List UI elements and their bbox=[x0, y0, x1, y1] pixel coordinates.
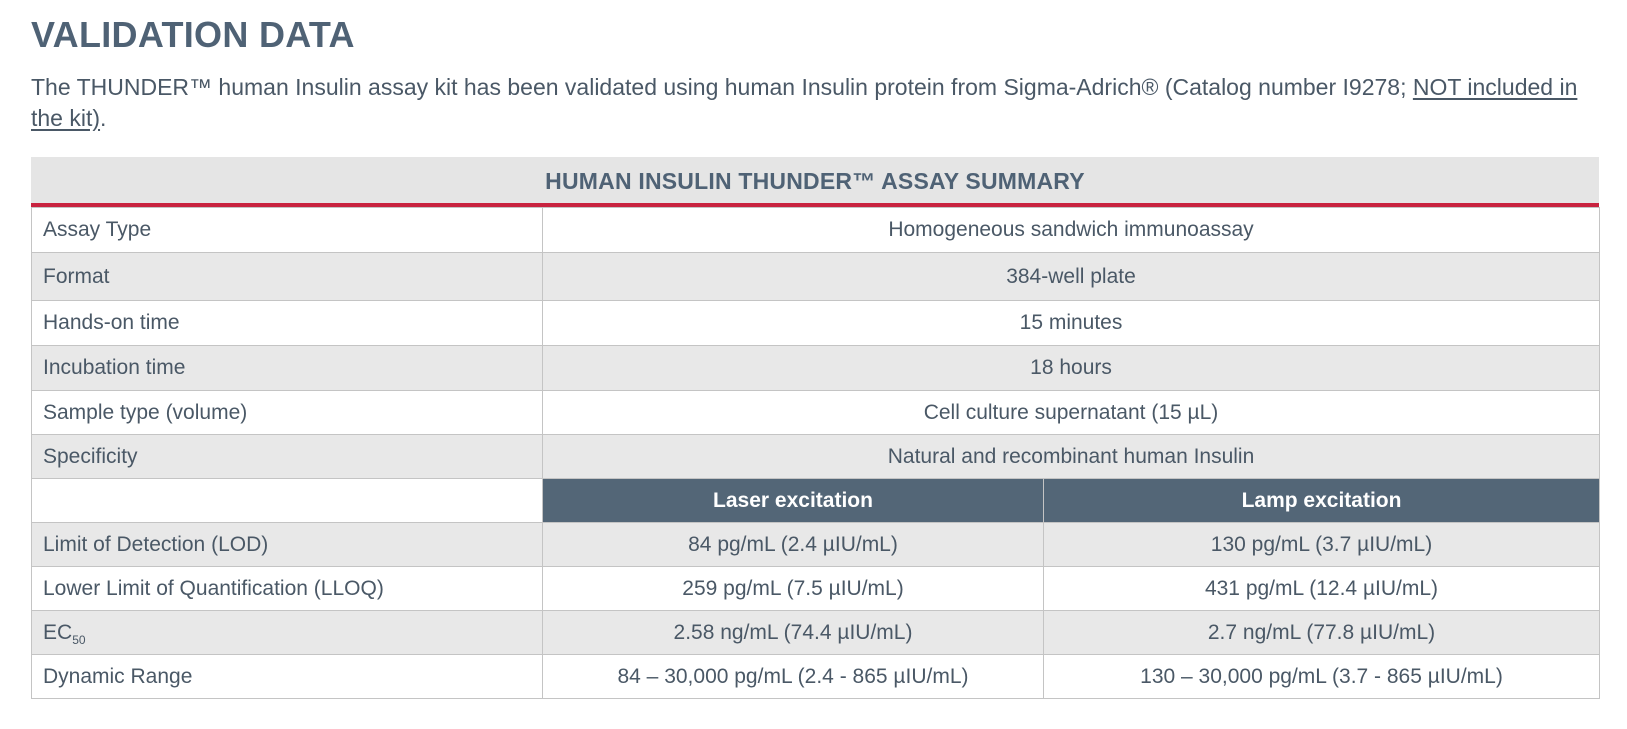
column-header-lamp: Lamp excitation bbox=[1042, 478, 1601, 523]
intro-text-end: . bbox=[100, 105, 107, 131]
row-label: Limit of Detection (LOD) bbox=[31, 522, 543, 567]
lamp-value: 431 pg/mL (12.4 µIU/mL) bbox=[1042, 566, 1601, 611]
row-label: Specificity bbox=[31, 434, 543, 479]
table-row: Hands-on time 15 minutes bbox=[31, 300, 1601, 346]
laser-value: 84 – 30,000 pg/mL (2.4 - 865 µIU/mL) bbox=[542, 654, 1044, 699]
table-row: Assay Type Homogeneous sandwich immunoas… bbox=[31, 207, 1601, 253]
row-label: Incubation time bbox=[31, 345, 543, 391]
table-row: Format 384-well plate bbox=[31, 252, 1601, 301]
laser-value: 84 pg/mL (2.4 µIU/mL) bbox=[542, 522, 1044, 567]
table-row: Incubation time 18 hours bbox=[31, 345, 1601, 391]
table-row: Specificity Natural and recombinant huma… bbox=[31, 434, 1601, 479]
table-row: Limit of Detection (LOD) 84 pg/mL (2.4 µ… bbox=[31, 522, 1601, 567]
row-label: Assay Type bbox=[31, 207, 543, 253]
section-title: VALIDATION DATA bbox=[31, 14, 355, 55]
table-caption: HUMAN INSULIN THUNDER™ ASSAY SUMMARY bbox=[31, 157, 1599, 207]
lamp-value: 130 – 30,000 pg/mL (3.7 - 865 µIU/mL) bbox=[1042, 654, 1601, 699]
row-value: 18 hours bbox=[541, 345, 1601, 391]
ec-label: EC bbox=[43, 620, 73, 644]
intro-paragraph: The THUNDER™ human Insulin assay kit has… bbox=[31, 72, 1601, 134]
intro-text: The THUNDER™ human Insulin assay kit has… bbox=[31, 74, 1413, 100]
row-value: Natural and recombinant human Insulin bbox=[541, 434, 1601, 479]
row-value: 384-well plate bbox=[541, 252, 1601, 301]
ec-subscript: 50 bbox=[72, 632, 86, 647]
lamp-value: 130 pg/mL (3.7 µIU/mL) bbox=[1042, 522, 1601, 567]
row-value: Cell culture supernatant (15 µL) bbox=[541, 390, 1601, 435]
empty-header-cell bbox=[31, 478, 543, 523]
row-label: Sample type (volume) bbox=[31, 390, 543, 435]
summary-table: Assay Type Homogeneous sandwich immunoas… bbox=[31, 207, 1601, 699]
row-value: Homogeneous sandwich immunoassay bbox=[541, 207, 1601, 253]
column-header-laser: Laser excitation bbox=[542, 478, 1044, 523]
row-label: Format bbox=[31, 252, 543, 301]
row-label: Hands-on time bbox=[31, 300, 543, 346]
table-row: Dynamic Range 84 – 30,000 pg/mL (2.4 - 8… bbox=[31, 654, 1601, 699]
lamp-value: 2.7 ng/mL (77.8 µIU/mL) bbox=[1042, 610, 1601, 655]
table-row: Lower Limit of Quantification (LLOQ) 259… bbox=[31, 566, 1601, 611]
table-row: EC50 2.58 ng/mL (74.4 µIU/mL) 2.7 ng/mL … bbox=[31, 610, 1601, 655]
column-header-row: Laser excitation Lamp excitation bbox=[31, 478, 1601, 523]
table-row: Sample type (volume) Cell culture supern… bbox=[31, 390, 1601, 435]
row-label: Lower Limit of Quantification (LLOQ) bbox=[31, 566, 543, 611]
row-label: EC50 bbox=[31, 610, 543, 655]
assay-summary-table: HUMAN INSULIN THUNDER™ ASSAY SUMMARY Ass… bbox=[31, 157, 1601, 699]
laser-value: 259 pg/mL (7.5 µIU/mL) bbox=[542, 566, 1044, 611]
row-value: 15 minutes bbox=[541, 300, 1601, 346]
row-label: Dynamic Range bbox=[31, 654, 543, 699]
laser-value: 2.58 ng/mL (74.4 µIU/mL) bbox=[542, 610, 1044, 655]
intro-underlined-text: NOT included in the kit) bbox=[31, 74, 1578, 131]
